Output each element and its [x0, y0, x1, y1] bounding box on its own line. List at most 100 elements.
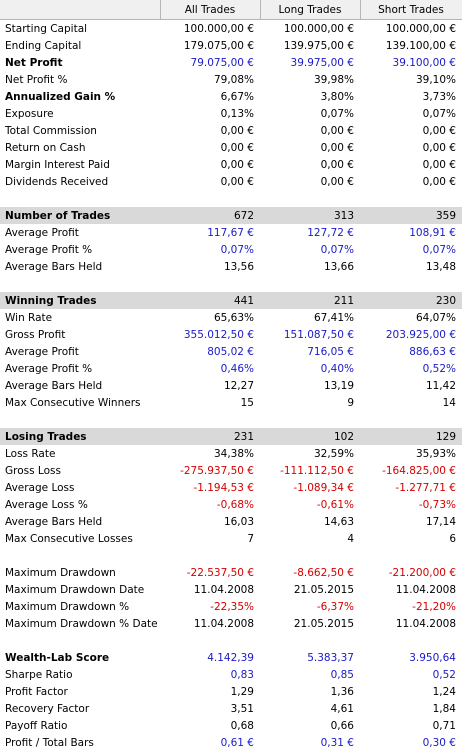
row-label: Losing Trades	[0, 428, 160, 445]
cell-all-trades: 100.000,00 €	[183, 22, 254, 35]
row-label: Average Bars Held	[5, 260, 103, 273]
cell-all-trades: 65,63%	[213, 311, 254, 324]
table-row: Average Profit % 0,07% 0,07% 0,07%	[0, 241, 462, 258]
cell-short-trades: 6	[449, 532, 456, 545]
cell-all-trades: 4.142,39	[207, 651, 254, 664]
cell-short-trades: 0,00 €	[422, 175, 456, 188]
row-label: Maximum Drawdown %	[5, 600, 130, 613]
column-header-long-trades[interactable]: Long Trades	[259, 0, 361, 20]
cell-short-trades: 13,48	[425, 260, 456, 273]
cell-long-trades: 14,63	[323, 515, 354, 528]
cell-short-trades: -164.825,00 €	[382, 464, 456, 477]
cell-long-trades: -8.662,50 €	[293, 566, 354, 579]
cell-long-trades: 13,19	[323, 379, 354, 392]
row-label: Payoff Ratio	[5, 719, 68, 732]
cell-long-trades: 0,00 €	[320, 124, 354, 137]
cell-all-trades: 13,56	[223, 260, 254, 273]
cell-long-trades	[260, 547, 360, 564]
cell-short-trades: 11,42	[425, 379, 456, 392]
cell-short-trades: 0,00 €	[422, 124, 456, 137]
cell-all-trades: 441	[160, 292, 260, 309]
row-label	[0, 547, 160, 564]
cell-all-trades: 11.04.2008	[193, 617, 254, 630]
cell-all-trades: 672	[160, 207, 260, 224]
spacer-row	[0, 547, 462, 564]
cell-short-trades: 3.950,64	[409, 651, 456, 664]
table-row: Average Bars Held 13,56 13,66 13,48	[0, 258, 462, 275]
cell-all-trades: 6,67%	[220, 90, 254, 103]
row-label: Maximum Drawdown Date	[5, 583, 145, 596]
table-row: Average Loss % -0,68% -0,61% -0,73%	[0, 496, 462, 513]
row-label: Max Consecutive Winners	[5, 396, 141, 409]
cell-long-trades: 0,40%	[320, 362, 354, 375]
cell-long-trades: 0,31 €	[320, 736, 354, 749]
cell-long-trades	[260, 632, 360, 649]
cell-long-trades: 13,66	[323, 260, 354, 273]
cell-short-trades: 100.000,00 €	[385, 22, 456, 35]
row-label: Net Profit %	[5, 73, 68, 86]
cell-short-trades	[360, 632, 462, 649]
cell-short-trades: -0,73%	[418, 498, 456, 511]
cell-long-trades: 67,41%	[313, 311, 354, 324]
spacer-row	[0, 411, 462, 428]
cell-all-trades	[160, 632, 260, 649]
row-label: Average Profit %	[5, 362, 93, 375]
cell-long-trades: 102	[260, 428, 360, 445]
cell-long-trades: -0,61%	[316, 498, 354, 511]
cell-all-trades: 0,61 €	[220, 736, 254, 749]
spacer-row	[0, 190, 462, 207]
cell-long-trades: 5.383,37	[307, 651, 354, 664]
cell-all-trades	[160, 411, 260, 428]
column-header-all-trades[interactable]: All Trades	[159, 0, 261, 20]
cell-long-trades: 151.087,50 €	[283, 328, 354, 341]
cell-long-trades: 0,07%	[320, 243, 354, 256]
table-row: Max Consecutive Winners 15 9 14	[0, 394, 462, 411]
cell-short-trades	[360, 275, 462, 292]
cell-all-trades: 0,07%	[220, 243, 254, 256]
table-row: Average Profit 117,67 € 127,72 € 108,91 €	[0, 224, 462, 241]
row-label: Average Bars Held	[5, 515, 103, 528]
section-header-row: Losing Trades 231 102 129	[0, 428, 462, 445]
row-label: Margin Interest Paid	[5, 158, 110, 171]
spacer-row	[0, 632, 462, 649]
cell-all-trades: 0,13%	[220, 107, 254, 120]
cell-all-trades: 0,00 €	[220, 175, 254, 188]
column-header-blank	[0, 0, 161, 20]
row-label: Average Profit	[5, 226, 79, 239]
cell-all-trades: 15	[240, 396, 254, 409]
cell-short-trades: -21,20%	[412, 600, 456, 613]
table-body: Starting Capital 100.000,00 € 100.000,00 €…	[0, 20, 462, 752]
spacer-row	[0, 275, 462, 292]
cell-long-trades: 3,80%	[320, 90, 354, 103]
cell-long-trades: 0,85	[330, 668, 354, 681]
table-row: Margin Interest Paid 0,00 € 0,00 € 0,00 €	[0, 156, 462, 173]
cell-long-trades: 0,00 €	[320, 158, 354, 171]
cell-short-trades: 0,07%	[422, 243, 456, 256]
cell-long-trades: 4,61	[330, 702, 354, 715]
table-row: Dividends Received 0,00 € 0,00 € 0,00 €	[0, 173, 462, 190]
cell-short-trades: 11.04.2008	[395, 583, 456, 596]
table-row: Exposure 0,13% 0,07% 0,07%	[0, 105, 462, 122]
row-label: Net Profit	[5, 56, 63, 69]
cell-long-trades: 9	[347, 396, 354, 409]
cell-short-trades: 64,07%	[415, 311, 456, 324]
cell-short-trades: -21.200,00 €	[388, 566, 456, 579]
row-label: Number of Trades	[0, 207, 160, 224]
cell-all-trades: -1.194,53 €	[193, 481, 254, 494]
row-label: Max Consecutive Losses	[5, 532, 133, 545]
cell-long-trades: 127,72 €	[307, 226, 354, 239]
cell-short-trades: 129	[360, 428, 462, 445]
table-row: Recovery Factor 3,51 4,61 1,84	[0, 700, 462, 717]
cell-long-trades: 39.975,00 €	[290, 56, 354, 69]
row-label	[0, 275, 160, 292]
cell-long-trades: 39,98%	[313, 73, 354, 86]
cell-short-trades	[360, 547, 462, 564]
cell-short-trades: 1,84	[432, 702, 456, 715]
row-label: Win Rate	[5, 311, 53, 324]
table-row: Wealth-Lab Score 4.142,39 5.383,37 3.950,64	[0, 649, 462, 666]
table-row: Annualized Gain % 6,67% 3,80% 3,73%	[0, 88, 462, 105]
row-label: Winning Trades	[0, 292, 160, 309]
table-row: Average Profit % 0,46% 0,40% 0,52%	[0, 360, 462, 377]
column-header-short-trades[interactable]: Short Trades	[359, 0, 462, 20]
